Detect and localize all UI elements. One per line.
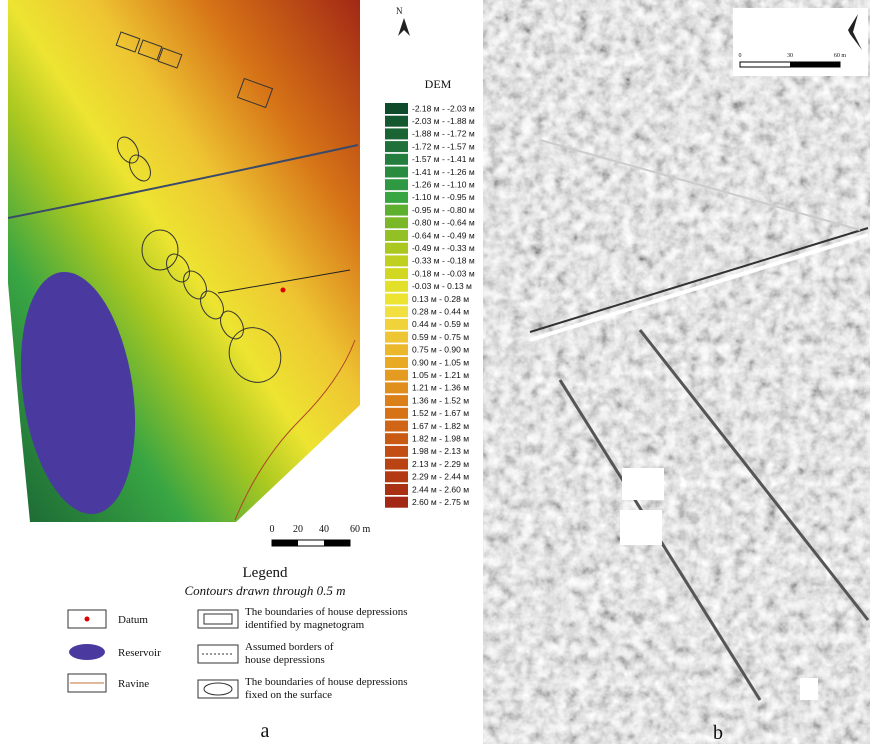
scale-label: 30 [787,53,793,59]
dem-label: -0.18 м - -0.03 м [412,268,475,278]
dem-label: 1.21 м - 1.36 м [412,383,469,393]
scale-label: 40 [319,524,329,535]
dem-swatch [385,294,408,305]
scale-label: 20 [293,524,303,535]
dem-label: -0.33 м - -0.18 м [412,256,475,266]
dem-label: 0.44 м - 0.59 м [412,319,469,329]
dem-swatch [385,344,408,355]
north-label: N [396,6,403,16]
dem-swatch [385,217,408,228]
dem-label: -1.26 м - -1.10 м [412,179,475,189]
legend-item: The boundaries of house depressions [245,606,408,618]
dem-label: -1.57 м - -1.41 м [412,154,475,164]
dem-swatch [385,154,408,165]
scale-bar-a: 0 20 40 60 m [270,524,371,546]
figure: N DEM -2.18 м - -2.03 м -2.03 м - -1.88 м… [0,0,870,744]
dem-swatch [385,192,408,203]
dem-legend: -2.18 м - -2.03 м -2.03 м - -1.88 м -1.88 … [385,103,475,508]
dem-swatch [385,128,408,139]
dem-label: 0.28 м - 0.44 м [412,306,469,316]
legend-item: house depressions [245,654,325,666]
dem-label: -0.95 м - -0.80 м [412,205,475,215]
legend-subtitle: Contours drawn through 0.5 m [185,583,346,598]
dem-label: -1.72 м - -1.57 м [412,141,475,151]
dem-swatch [385,281,408,292]
dem-swatch [385,116,408,127]
dem-swatch [385,319,408,330]
dem-swatch [385,205,408,216]
dem-label: -2.18 м - -2.03 м [412,103,475,113]
dem-swatch [385,255,408,266]
legend-item: The boundaries of house depressions [245,676,408,688]
dem-label: -0.64 м - -0.49 м [412,230,475,240]
dem-swatch [385,471,408,482]
legend-text: Datum Reservoir Ravine The boundaries of ho… [118,606,408,701]
dem-label: 1.05 м - 1.21 м [412,370,469,380]
dem-label: -2.03 м - -1.88 м [412,116,475,126]
dem-swatch [385,332,408,343]
scale-label: 0 [270,524,275,535]
dem-swatch [385,395,408,406]
dem-label: -1.10 м - -0.95 м [412,192,475,202]
dem-label: 0.75 м - 0.90 м [412,345,469,355]
dem-swatch [385,141,408,152]
dem-swatch [385,230,408,241]
dem-label: 2.13 м - 2.29 м [412,459,469,469]
dem-label: 0.90 м - 1.05 м [412,357,469,367]
legend-item: Ravine [118,678,149,690]
dem-swatch [385,370,408,381]
north-arrow: N [396,6,410,36]
panel-label-a: a [261,720,270,742]
dem-title: DEM [425,77,452,91]
dem-label: 1.98 м - 2.13 м [412,446,469,456]
legend-item: identified by magnetogram [245,619,365,631]
dem-label: -1.41 м - -1.26 м [412,167,475,177]
dem-swatch [385,446,408,457]
dem-label: -1.88 м - -1.72 м [412,129,475,139]
legend-item: Reservoir [118,647,161,659]
legend-item: Assumed borders of [245,641,334,653]
legend-item: Datum [118,614,148,626]
panel-a-map [7,0,360,522]
dem-swatch [385,484,408,495]
dem-label: -0.03 м - 0.13 м [412,281,472,291]
dem-label: 2.60 м - 2.75 м [412,497,469,507]
dem-label: 0.59 м - 0.75 м [412,332,469,342]
dem-label: 1.52 м - 1.67 м [412,408,469,418]
dem-swatch [385,421,408,432]
dem-swatch [385,167,408,178]
dem-swatch [385,103,408,114]
dem-label: 1.82 м - 1.98 м [412,433,469,443]
dem-swatch [385,408,408,419]
dem-swatch [385,357,408,368]
dem-swatch [385,433,408,444]
dem-label: 2.29 м - 2.44 м [412,472,469,482]
datum [281,288,286,293]
scale-label: 60 m [834,53,847,59]
scale-label: 0 [739,53,742,59]
dem-swatch [385,179,408,190]
panel-b-magnetogram: 0 30 60 m [518,8,868,700]
dem-swatch [385,497,408,508]
dem-swatch [385,243,408,254]
legend-item: fixed on the surface [245,689,332,701]
panel-label-b: b [713,722,723,744]
dem-swatch [385,459,408,470]
dem-label: -0.49 м - -0.33 м [412,243,475,253]
dem-label: 1.36 м - 1.52 м [412,395,469,405]
dem-label: 0.13 м - 0.28 м [412,294,469,304]
legend-title: Legend [243,565,288,581]
dem-label: -0.80 м - -0.64 м [412,218,475,228]
dem-swatch [385,382,408,393]
dem-swatch [385,268,408,279]
dem-swatch [385,306,408,317]
dem-label: 2.44 м - 2.60 м [412,484,469,494]
dem-label: 1.67 м - 1.82 м [412,421,469,431]
scale-label: 60 m [350,524,371,535]
